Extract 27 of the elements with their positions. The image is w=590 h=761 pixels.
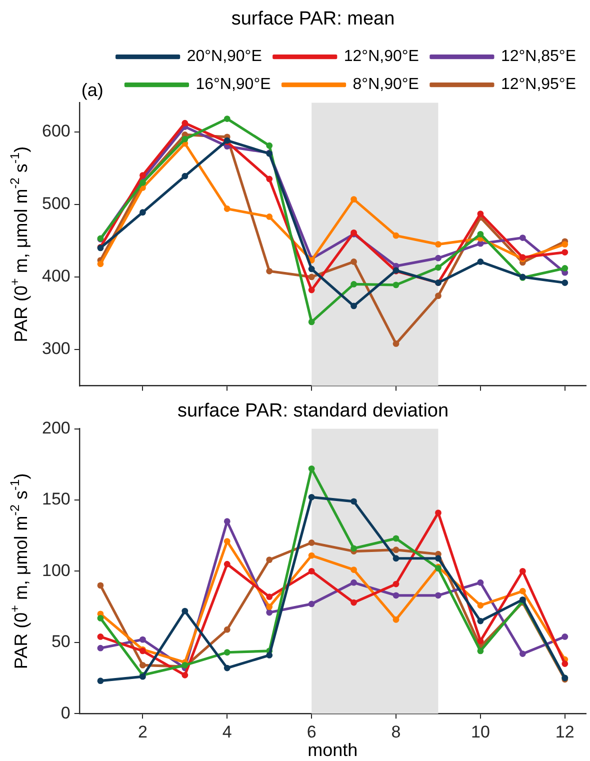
chart-title: surface PAR: mean (231, 8, 395, 30)
legend-label: 8°N,90°E (352, 76, 419, 94)
x-tick-label: 10 (470, 722, 490, 742)
legend-label: 12°N,90°E (344, 48, 419, 66)
chart-title: surface PAR: standard deviation (177, 400, 449, 422)
legend-label: 12°N,95°E (500, 76, 576, 94)
x-tick-label: 12 (555, 722, 574, 742)
y-tick-label: 150 (42, 490, 70, 509)
x-tick-label: 6 (306, 722, 316, 742)
y-tick-label: 200 (42, 418, 70, 438)
y-axis-title: PAR (0+ m, μmol m-2 s-1) (8, 473, 31, 670)
legend-label: 12°N,85°E (500, 48, 576, 66)
y-tick-label: 50 (51, 632, 70, 652)
y-tick-label: 400 (42, 266, 70, 286)
y-tick-label: 600 (42, 122, 70, 141)
y-tick-label: 300 (42, 339, 70, 358)
y-axis-title: PAR (0+ m, μmol m-2 s-1) (8, 146, 31, 342)
x-tick-label: 8 (391, 722, 401, 742)
x-tick-label: 2 (138, 722, 148, 742)
legend-label: 16°N,90°E (196, 76, 271, 94)
x-axis-title: month (308, 740, 358, 760)
y-tick-label: 100 (42, 560, 70, 580)
y-tick-label: 500 (42, 194, 70, 214)
legend-label: 20°N,90°E (186, 48, 262, 66)
text: (a) (81, 80, 104, 100)
y-tick-label: 0 (60, 703, 70, 722)
x-tick-label: 4 (222, 722, 232, 742)
